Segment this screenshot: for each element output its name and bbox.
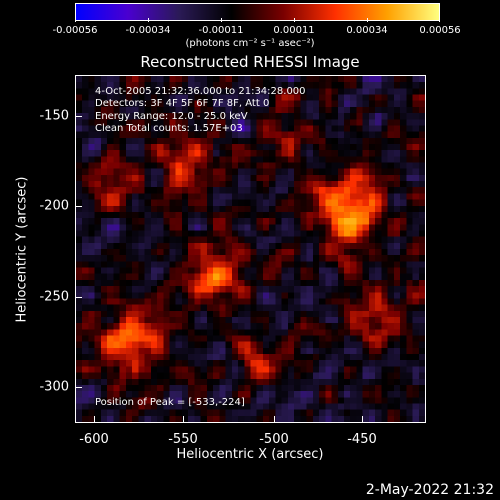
colorbar-tick-mark (221, 18, 222, 22)
y-axis-label: Heliocentric Y (arcsec) (14, 176, 30, 323)
colorbar (75, 3, 440, 21)
x-tick-label: -500 (259, 432, 289, 447)
plot-title: Reconstructed RHESSI Image (140, 53, 360, 71)
rhessi-image (75, 75, 426, 423)
y-tick-mark (76, 297, 82, 298)
colorbar-tick-label: 0.00056 (419, 25, 461, 36)
x-axis-label: Heliocentric X (arcsec) (176, 447, 324, 462)
y-tick-mark (76, 387, 82, 388)
x-tick-label: -550 (168, 432, 198, 447)
x-tick-label: -450 (347, 432, 377, 447)
y-tick-label: -250 (39, 289, 69, 305)
x-tick-mark (94, 416, 95, 422)
image-heatmap (76, 76, 425, 422)
colorbar-units: (photons cm⁻² s⁻¹ asec⁻²) (185, 38, 315, 49)
colorbar-tick-mark (367, 18, 368, 22)
colorbar-tick-label: 0.00011 (273, 25, 315, 36)
y-tick-mark (76, 116, 82, 117)
plot-timestamp: 2-May-2022 21:32 (365, 482, 494, 498)
y-tick-label: -200 (39, 198, 69, 214)
x-tick-mark (362, 416, 363, 422)
info-method-counts: Clean Total counts: 1.57E+03 (95, 123, 243, 134)
colorbar-tick-label: -0.00011 (198, 25, 244, 36)
colorbar-tick-label: 0.00034 (346, 25, 388, 36)
y-tick-mark (76, 206, 82, 207)
colorbar-tick-label: -0.00034 (125, 25, 171, 36)
y-tick-label: -150 (39, 108, 69, 124)
info-detectors: Detectors: 3F 4F 5F 6F 7F 8F, Att 0 (95, 98, 270, 109)
colorbar-tick-mark (75, 18, 76, 22)
info-time-range: 4-Oct-2005 21:32:36.000 to 21:34:28.000 (95, 86, 306, 97)
colorbar-tick-mark (148, 18, 149, 22)
x-tick-label: -600 (79, 432, 109, 447)
colorbar-tick-mark (439, 18, 440, 22)
y-tick-label: -300 (39, 379, 69, 395)
colorbar-tick-mark (294, 18, 295, 22)
x-tick-mark (274, 416, 275, 422)
info-peak-position: Position of Peak = [-533,-224] (95, 397, 245, 408)
x-tick-mark (183, 416, 184, 422)
info-energy-range: Energy Range: 12.0 - 25.0 keV (95, 111, 248, 122)
colorbar-tick-label: -0.00056 (52, 25, 98, 36)
